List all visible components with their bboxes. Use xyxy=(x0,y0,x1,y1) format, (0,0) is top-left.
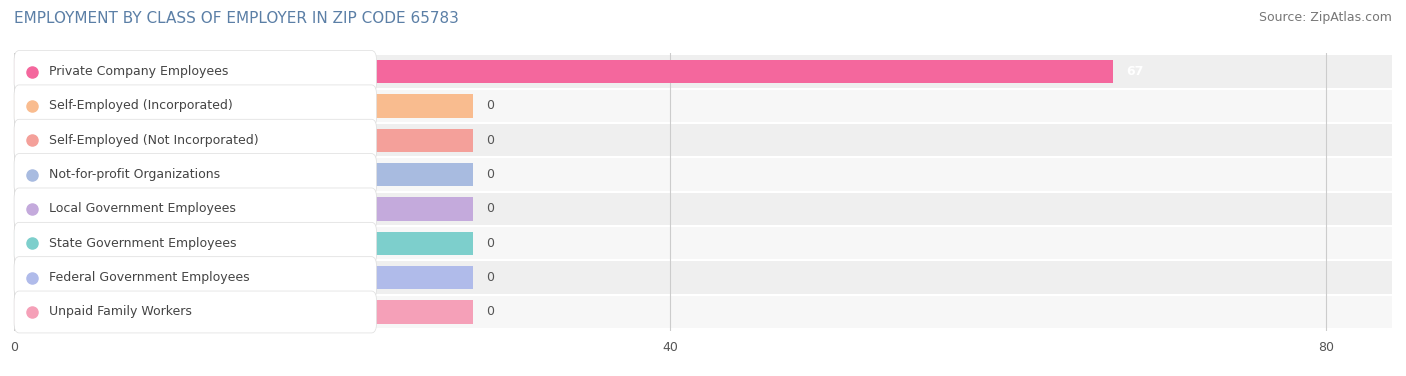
FancyBboxPatch shape xyxy=(14,119,377,161)
Text: 0: 0 xyxy=(486,202,495,215)
Bar xyxy=(14,197,474,221)
Text: Not-for-profit Organizations: Not-for-profit Organizations xyxy=(48,168,219,181)
Bar xyxy=(14,89,1392,123)
Text: State Government Employees: State Government Employees xyxy=(48,237,236,250)
FancyBboxPatch shape xyxy=(14,154,377,196)
FancyBboxPatch shape xyxy=(14,51,377,92)
Text: 0: 0 xyxy=(486,99,495,112)
Bar xyxy=(14,192,1392,226)
Text: Self-Employed (Incorporated): Self-Employed (Incorporated) xyxy=(48,99,232,112)
Text: Private Company Employees: Private Company Employees xyxy=(48,65,228,78)
Text: 0: 0 xyxy=(486,168,495,181)
Bar xyxy=(14,123,1392,158)
Bar xyxy=(14,266,474,289)
Bar xyxy=(14,94,474,118)
Bar xyxy=(14,55,1392,89)
Bar xyxy=(14,300,474,324)
Text: 67: 67 xyxy=(1126,65,1143,78)
Bar xyxy=(14,158,1392,192)
Bar xyxy=(14,232,474,255)
FancyBboxPatch shape xyxy=(14,291,377,333)
Text: 0: 0 xyxy=(486,237,495,250)
FancyBboxPatch shape xyxy=(14,188,377,230)
Text: Source: ZipAtlas.com: Source: ZipAtlas.com xyxy=(1258,11,1392,24)
Bar xyxy=(14,129,474,152)
Text: 0: 0 xyxy=(486,134,495,147)
Text: 0: 0 xyxy=(486,305,495,318)
Text: EMPLOYMENT BY CLASS OF EMPLOYER IN ZIP CODE 65783: EMPLOYMENT BY CLASS OF EMPLOYER IN ZIP C… xyxy=(14,11,458,26)
FancyBboxPatch shape xyxy=(14,222,377,264)
Bar xyxy=(14,295,1392,329)
FancyBboxPatch shape xyxy=(14,85,377,127)
Bar xyxy=(14,261,1392,295)
Bar xyxy=(14,226,1392,261)
Bar xyxy=(14,163,474,186)
Bar xyxy=(14,60,1114,83)
Text: Federal Government Employees: Federal Government Employees xyxy=(48,271,249,284)
Text: 0: 0 xyxy=(486,271,495,284)
Text: Local Government Employees: Local Government Employees xyxy=(48,202,235,215)
FancyBboxPatch shape xyxy=(14,257,377,299)
Text: Unpaid Family Workers: Unpaid Family Workers xyxy=(48,305,191,318)
Text: Self-Employed (Not Incorporated): Self-Employed (Not Incorporated) xyxy=(48,134,259,147)
